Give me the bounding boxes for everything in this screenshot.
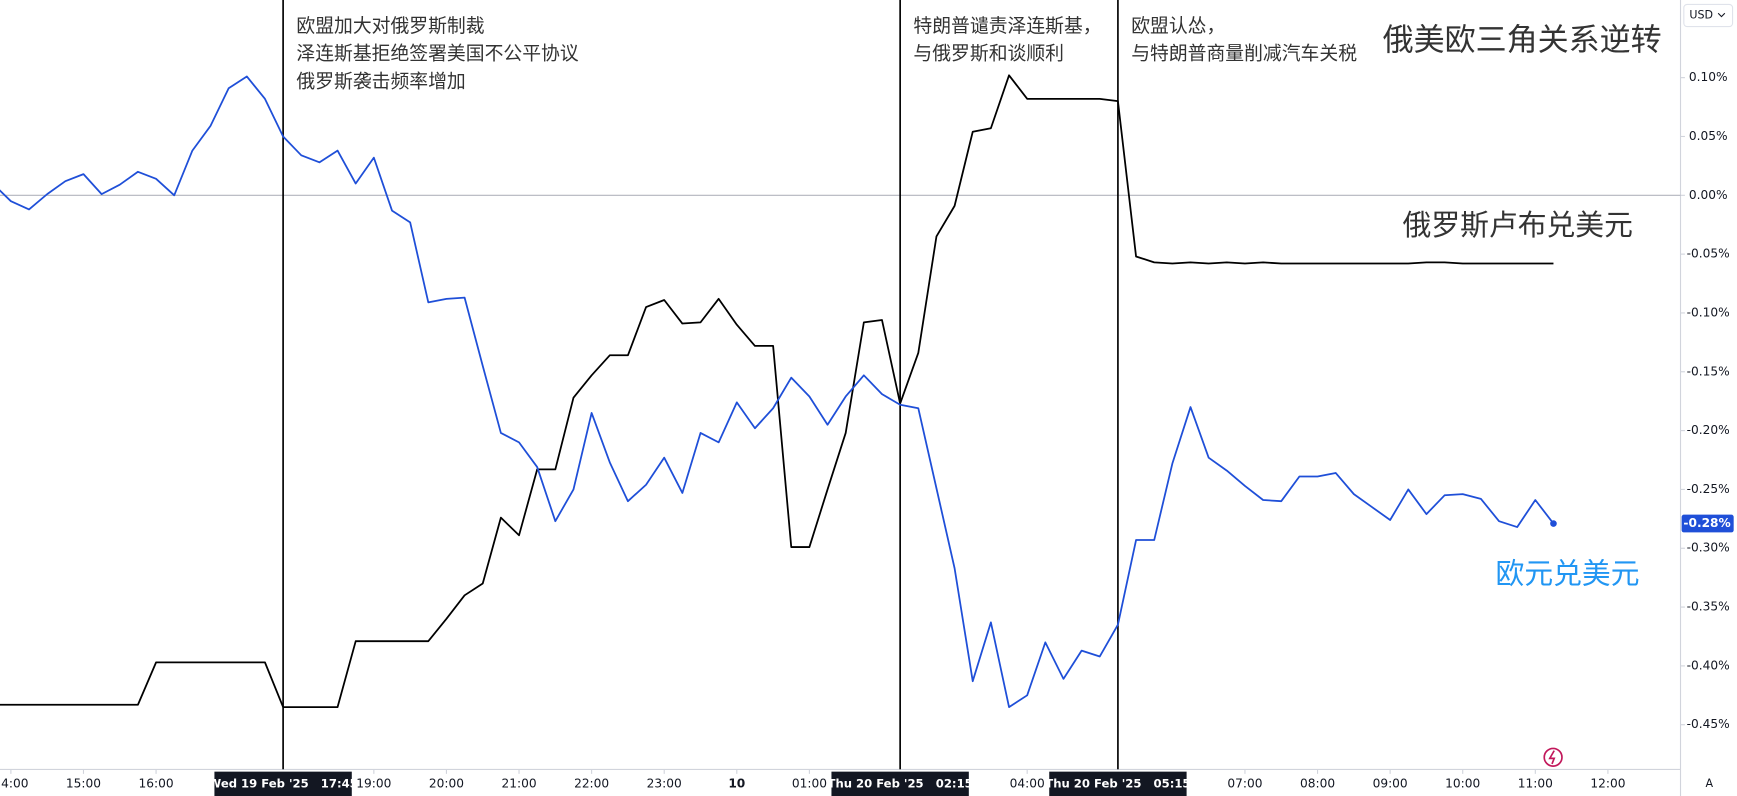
event-annotation: 欧盟加大对俄罗斯制裁: [296, 15, 484, 37]
event-label-box: [1049, 771, 1187, 796]
y-tick-label: 0.05%: [1689, 129, 1728, 143]
x-tick-label: 20:00: [429, 776, 464, 790]
series-line: [0, 74, 1554, 708]
event-annotation: 欧盟认怂，: [1131, 15, 1225, 37]
chart-title: 俄美欧三角关系逆转: [1383, 23, 1662, 59]
x-tick-label: 10:00: [1445, 776, 1480, 790]
currency-button[interactable]: [1683, 3, 1734, 28]
event-label-box: [831, 771, 969, 796]
x-tick-label: 04:00: [1010, 776, 1045, 790]
y-tick-label: -0.20%: [1687, 423, 1730, 437]
x-tick-label: 22:00: [574, 776, 609, 790]
y-tick-label: -0.45%: [1687, 717, 1730, 731]
last-point: [1550, 520, 1557, 527]
y-tick-label: -0.25%: [1687, 482, 1730, 496]
chevron-icon: [1717, 12, 1726, 18]
x-tick-label: 14:00: [0, 776, 28, 790]
event-annotation: 与特朗普商量削减汽车关税: [1131, 43, 1357, 65]
auto-scale-button[interactable]: A: [1706, 777, 1714, 790]
lightning-bolt: [1548, 750, 1556, 765]
x-tick-label: 01:00: [792, 776, 827, 790]
last-value-box: [1681, 514, 1734, 533]
last-value-label: -0.28%: [1683, 516, 1730, 530]
event-label: Wed 19 Feb '25 17:45: [208, 776, 357, 790]
x-tick-label: 12:00: [1590, 776, 1625, 790]
y-tick-label: -0.10%: [1687, 305, 1730, 319]
event-annotation: 特朗普谴责泽连斯基，: [913, 15, 1101, 37]
x-tick-label: 23:00: [647, 776, 682, 790]
event-label: Thu 20 Feb '25 05:15: [1045, 776, 1190, 790]
plot-area: [0, 0, 1681, 770]
x-tick-label: 10: [728, 776, 745, 790]
y-tick-label: -0.40%: [1687, 658, 1730, 672]
x-tick-label: 07:00: [1227, 776, 1262, 790]
y-tick-label: 0.00%: [1689, 188, 1728, 202]
x-tick-label: 15:00: [66, 776, 101, 790]
currency-label[interactable]: USD: [1689, 9, 1713, 22]
x-tick-label: 09:00: [1373, 776, 1408, 790]
y-tick-label: -0.35%: [1687, 600, 1730, 614]
event-label: Thu 20 Feb '25 02:15: [828, 776, 973, 790]
x-tick-label: 21:00: [501, 776, 536, 790]
event-annotation: 与俄罗斯和谈顺利: [913, 43, 1064, 65]
series-line: [0, 75, 1555, 708]
series-label: 俄罗斯卢布兑美元: [1403, 208, 1633, 242]
event-annotation: 俄罗斯袭击频率增加: [296, 70, 465, 92]
lightning-icon[interactable]: [1543, 747, 1563, 767]
y-tick-label: -0.30%: [1687, 541, 1730, 555]
y-tick-label: -0.15%: [1687, 364, 1730, 378]
event-annotation: 泽连斯基拒绝签署美国不公平协议: [296, 43, 578, 65]
x-tick-label: 11:00: [1518, 776, 1553, 790]
series-label: 欧元兑美元: [1496, 557, 1640, 591]
x-tick-label: 08:00: [1300, 776, 1335, 790]
event-label-box: [214, 771, 352, 796]
y-tick-label: 0.10%: [1689, 70, 1728, 84]
x-tick-label: 19:00: [356, 776, 391, 790]
y-tick-label: -0.05%: [1687, 247, 1730, 261]
x-tick-label: 16:00: [139, 776, 174, 790]
